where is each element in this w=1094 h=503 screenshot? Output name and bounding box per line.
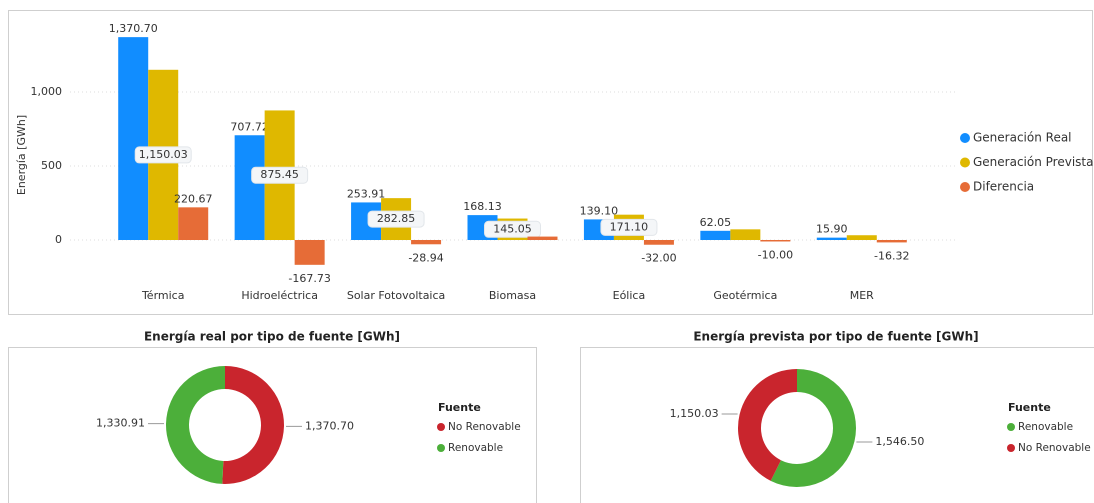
bar: [118, 37, 149, 240]
chart-title: Energía prevista por tipo de fuente [GWh…: [693, 330, 978, 344]
donut-slice: [165, 366, 225, 484]
x-tick-label: Geotérmica: [713, 289, 777, 302]
bar: [411, 240, 442, 245]
legend-label: Renovable: [448, 442, 503, 454]
x-tick-label: Solar Fotovoltaica: [347, 289, 445, 302]
data-label: 282.85: [377, 212, 416, 225]
donut-slice: [222, 366, 284, 484]
data-label: -32.00: [641, 252, 676, 265]
data-label: -167.73: [288, 272, 330, 285]
chart-title: Energía real por tipo de fuente [GWh]: [144, 330, 400, 344]
bar: [527, 236, 558, 240]
data-label: 171.10: [610, 220, 649, 233]
legend-label: Generación Prevista: [973, 155, 1093, 169]
y-tick-label: 500: [41, 159, 62, 172]
data-label: 1,546.50: [875, 435, 924, 448]
bar: [178, 207, 209, 240]
data-label-box: [134, 146, 192, 164]
bar: [730, 229, 761, 240]
data-label: 1,370.70: [305, 419, 354, 432]
bar: [294, 240, 325, 265]
legend-marker: [437, 423, 445, 431]
x-tick-label: Eólica: [613, 289, 646, 302]
data-label: 62.05: [700, 216, 732, 229]
legend-marker: [960, 133, 970, 143]
data-label: 139.10: [580, 204, 619, 217]
data-label: 1,150.03: [139, 148, 188, 161]
data-label: 1,370.70: [109, 22, 158, 35]
data-label: 220.67: [174, 192, 213, 205]
donut-slice: [738, 369, 797, 481]
legend-label: No Renovable: [1018, 442, 1091, 454]
y-tick-label: 0: [55, 233, 62, 246]
legend-label: Diferencia: [973, 180, 1034, 194]
legend-label: Renovable: [1018, 421, 1073, 433]
x-tick-label: MER: [850, 289, 874, 302]
bar: [700, 230, 731, 240]
legend-label: Generación Real: [973, 131, 1072, 145]
bar: [816, 237, 847, 240]
x-tick-label: Biomasa: [489, 289, 536, 302]
data-label: 707.72: [230, 120, 269, 133]
legend-marker: [1007, 444, 1015, 452]
data-label: 253.91: [347, 187, 386, 200]
data-label: 145.05: [493, 222, 532, 235]
bar: [234, 135, 265, 240]
donut-panel: [580, 347, 1094, 503]
data-label: 1,150.03: [670, 407, 719, 420]
legend-title: Fuente: [1008, 401, 1051, 414]
donut-panel: [8, 347, 537, 503]
data-label: -10.00: [758, 248, 793, 261]
donut-slice: [770, 369, 856, 487]
legend-label: No Renovable: [448, 421, 521, 433]
bar: [876, 240, 907, 243]
data-label-box: [251, 166, 309, 184]
bar: [643, 240, 674, 245]
y-axis-title: Energía [GWh]: [15, 115, 28, 195]
legend-title: Fuente: [438, 401, 481, 414]
legend-marker: [960, 157, 970, 168]
legend-marker: [960, 182, 970, 192]
data-label: 875.45: [260, 168, 299, 181]
data-label: -16.32: [874, 249, 909, 262]
legend-marker: [1007, 423, 1015, 431]
data-label-box: [600, 218, 658, 236]
data-label: -28.94: [408, 251, 443, 264]
x-tick-label: Hidroeléctrica: [241, 289, 318, 302]
data-label-box: [367, 210, 425, 228]
bar: [846, 235, 877, 240]
y-tick-label: 1,000: [31, 85, 63, 98]
x-tick-label: Térmica: [141, 289, 185, 302]
data-label: 168.13: [463, 200, 502, 213]
legend-marker: [437, 444, 445, 452]
data-label: 1,330.91: [96, 417, 145, 430]
bar: [760, 240, 791, 242]
bar-panel: [8, 10, 1093, 315]
data-label: 15.90: [816, 223, 848, 236]
data-label-box: [484, 220, 541, 238]
